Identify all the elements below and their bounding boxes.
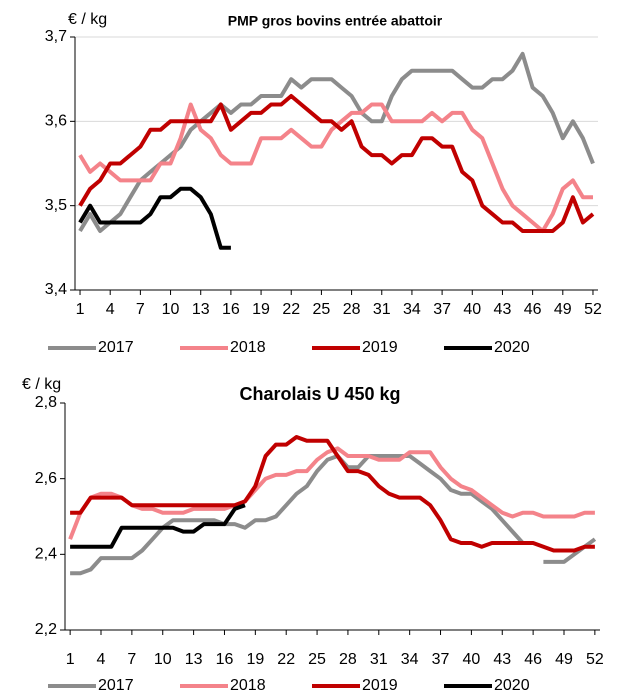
x-tick-label: 31 xyxy=(370,651,388,668)
y-tick-label: 2,4 xyxy=(35,546,57,563)
y-tick-label: 2,2 xyxy=(35,621,57,638)
series-line xyxy=(78,51,595,233)
x-tick-label: 4 xyxy=(97,651,106,668)
x-tick-label: 37 xyxy=(432,651,450,668)
x-tick-label: 31 xyxy=(373,301,391,318)
x-tick-label: 10 xyxy=(162,301,180,318)
x-tick-label: 1 xyxy=(66,651,75,668)
chart-title: PMP gros bovins entrée abattoir xyxy=(228,13,443,29)
x-tick-label: 25 xyxy=(313,301,331,318)
y-tick-label: 2,6 xyxy=(35,470,57,487)
y-tick-label: 3,7 xyxy=(45,28,67,45)
x-tick-label: 10 xyxy=(154,651,172,668)
x-tick-label: 43 xyxy=(493,651,511,668)
x-tick-label: 19 xyxy=(252,301,270,318)
x-tick-label: 37 xyxy=(433,301,451,318)
x-tick-label: 25 xyxy=(308,651,326,668)
x-tick-label: 34 xyxy=(403,301,421,318)
chart-title: Charolais U 450 kg xyxy=(239,384,400,404)
x-tick-label: 7 xyxy=(136,301,145,318)
legend-label: 2020 xyxy=(494,339,530,356)
x-tick-label: 52 xyxy=(584,301,602,318)
x-tick-label: 22 xyxy=(277,651,295,668)
series-line xyxy=(78,186,231,250)
y-tick-label: 2,8 xyxy=(35,394,57,411)
x-tick-label: 40 xyxy=(462,651,480,668)
x-tick-label: 49 xyxy=(555,651,573,668)
series-line xyxy=(78,94,595,233)
x-tick-label: 49 xyxy=(554,301,572,318)
x-tick-label: 28 xyxy=(343,301,361,318)
legend-label: 2019 xyxy=(362,677,398,694)
series-line xyxy=(68,446,595,540)
x-tick-label: 52 xyxy=(586,651,604,668)
x-tick-label: 16 xyxy=(222,301,240,318)
legend-label: 2020 xyxy=(494,677,530,694)
legend-label: 2018 xyxy=(230,677,266,694)
x-tick-label: 13 xyxy=(192,301,210,318)
x-tick-label: 13 xyxy=(185,651,203,668)
series-line xyxy=(70,435,595,553)
series-line xyxy=(70,503,246,549)
legend-label: 2017 xyxy=(98,677,134,694)
x-tick-label: 46 xyxy=(524,651,542,668)
x-tick-label: 1 xyxy=(76,301,85,318)
y-axis-title: € / kg xyxy=(68,11,107,28)
x-tick-label: 22 xyxy=(282,301,300,318)
y-tick-label: 3,4 xyxy=(45,281,67,298)
y-tick-label: 3,6 xyxy=(45,113,67,130)
x-tick-label: 28 xyxy=(339,651,357,668)
x-tick-label: 7 xyxy=(127,651,136,668)
legend-label: 2018 xyxy=(230,339,266,356)
x-tick-label: 43 xyxy=(494,301,512,318)
y-axis-title: € / kg xyxy=(22,376,61,393)
x-tick-label: 16 xyxy=(216,651,234,668)
legend-label: 2019 xyxy=(362,339,398,356)
y-tick-label: 3,5 xyxy=(45,197,67,214)
legend-label: 2017 xyxy=(98,339,134,356)
x-tick-label: 40 xyxy=(463,301,481,318)
x-tick-label: 19 xyxy=(246,651,264,668)
x-tick-label: 4 xyxy=(106,301,115,318)
x-tick-label: 34 xyxy=(401,651,419,668)
x-tick-label: 46 xyxy=(524,301,542,318)
